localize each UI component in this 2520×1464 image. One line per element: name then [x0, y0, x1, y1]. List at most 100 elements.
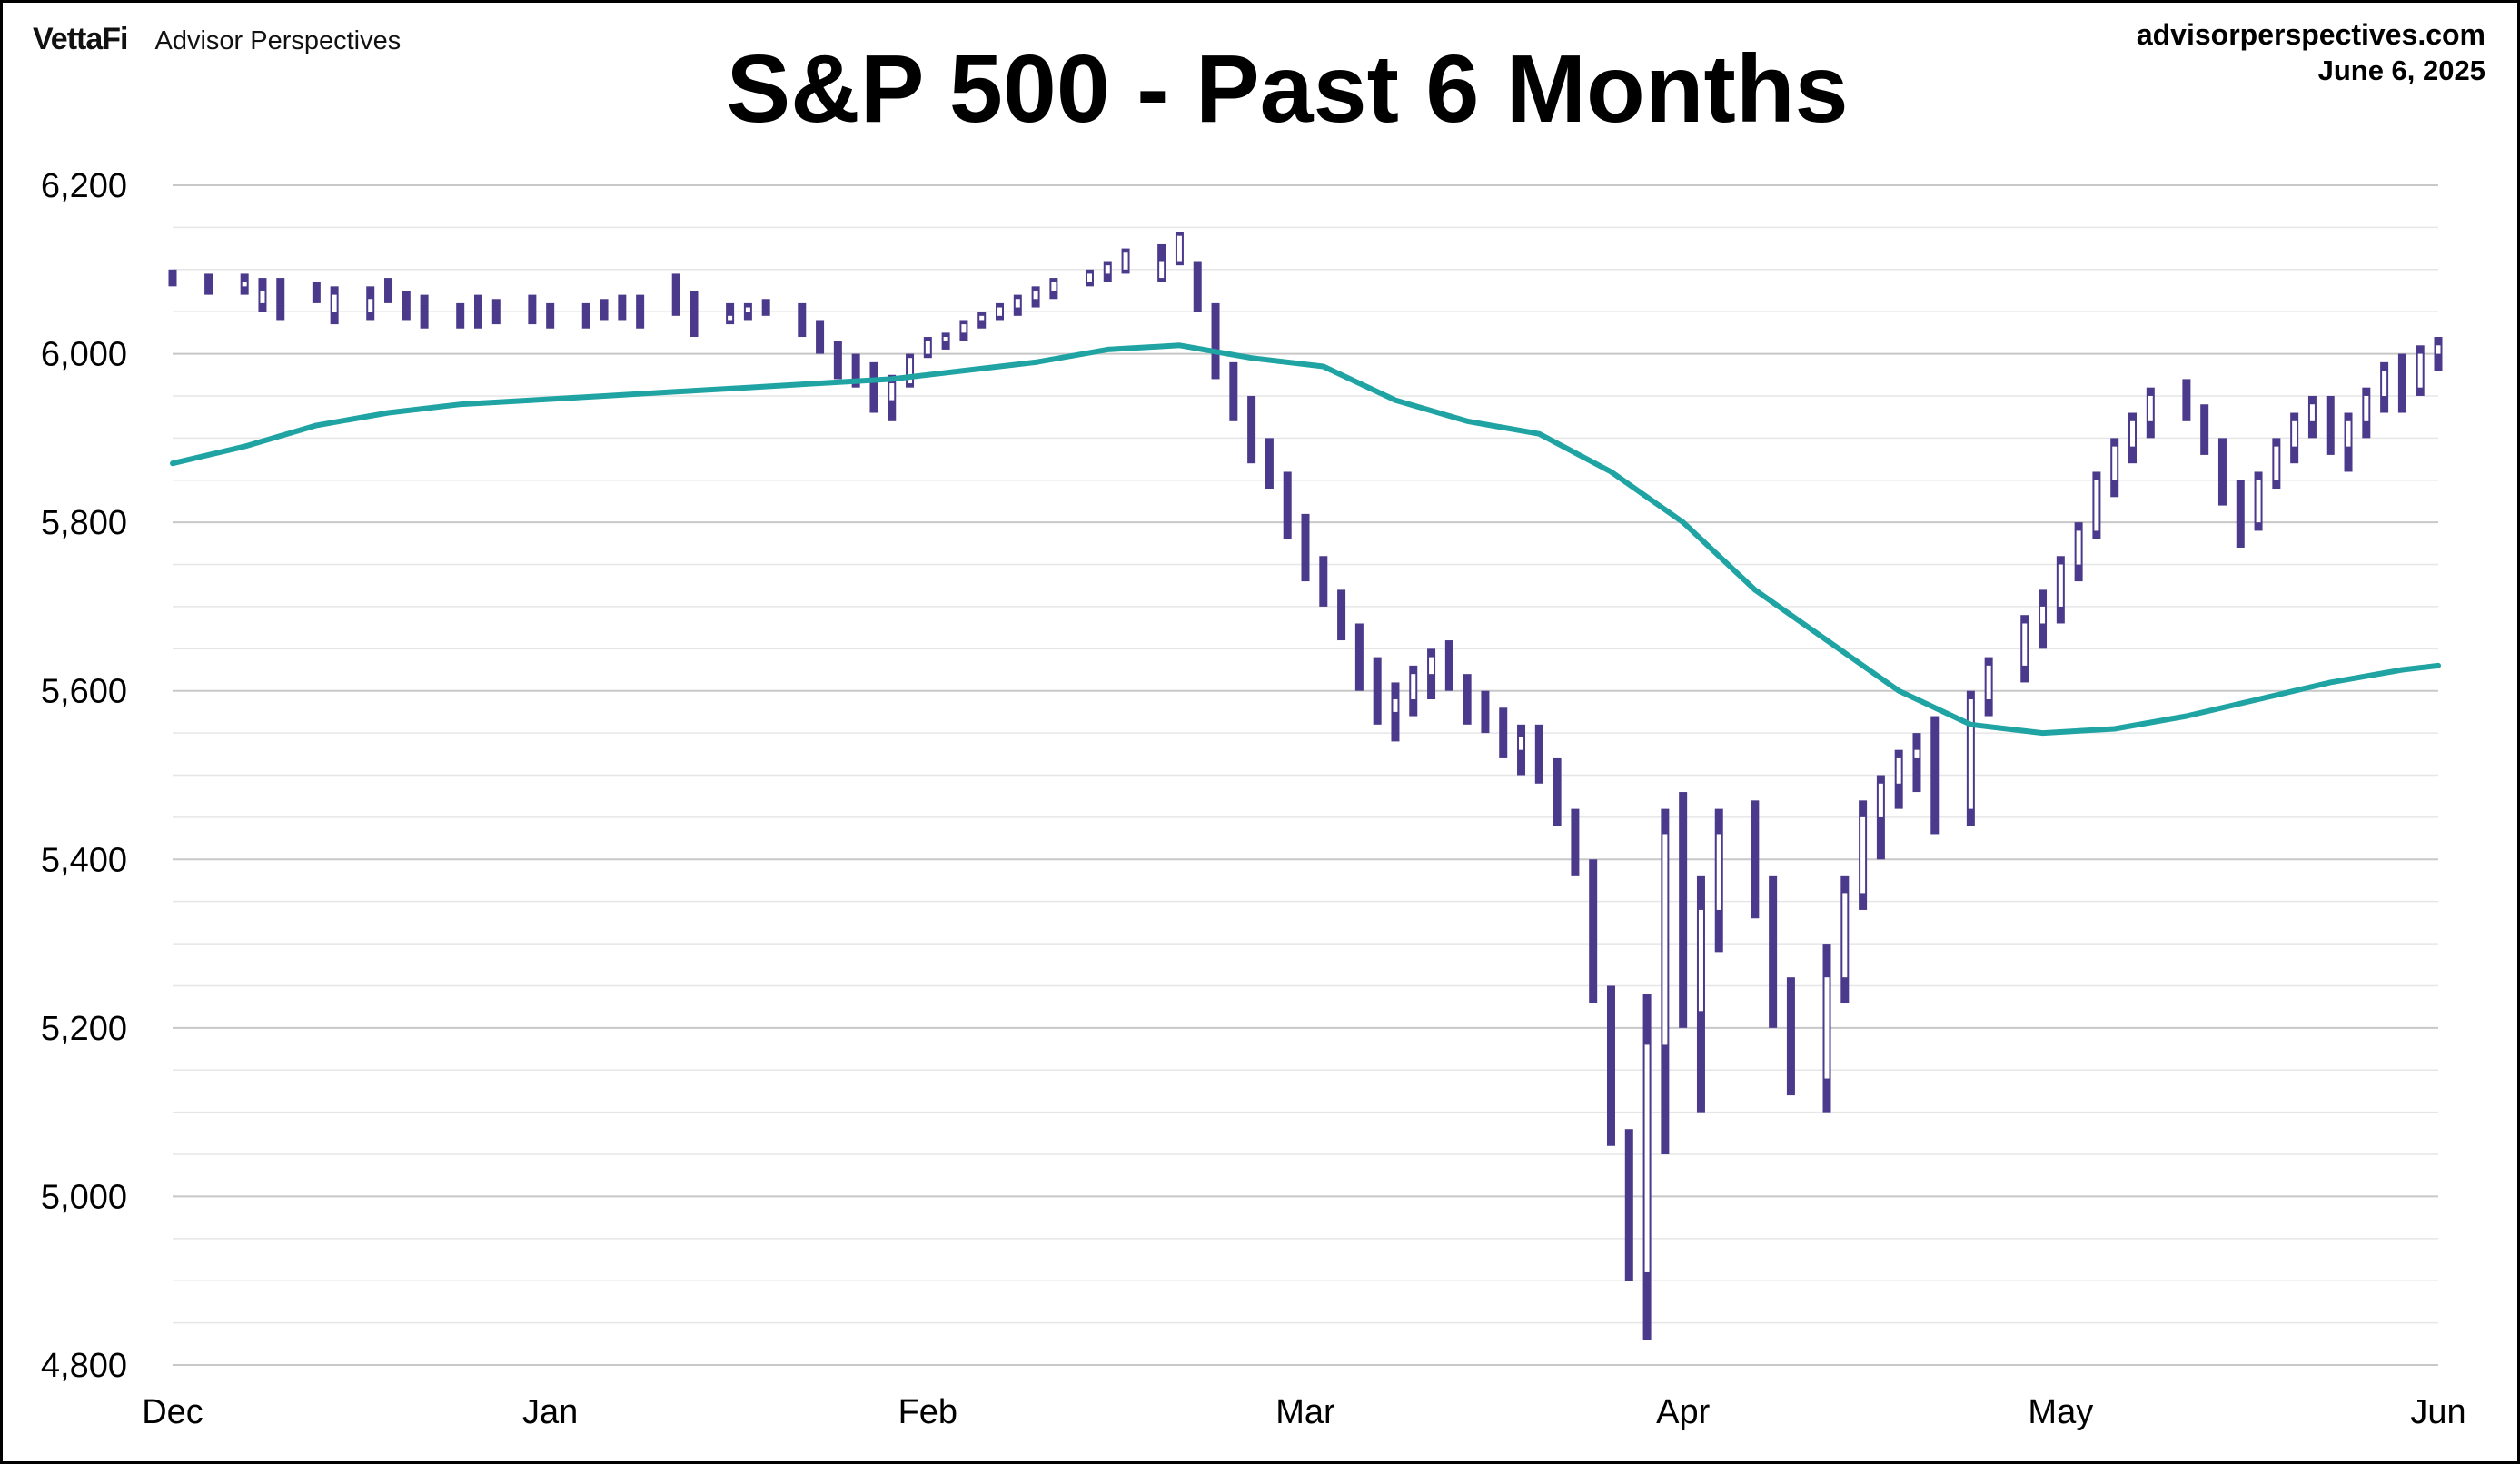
ohlc-bar — [977, 312, 987, 329]
up-body — [1051, 282, 1057, 291]
up-body — [2364, 395, 2369, 421]
up-body — [1015, 299, 1020, 308]
ohlc-bar — [473, 294, 482, 329]
price-range — [726, 302, 735, 325]
ohlc-bar — [1283, 471, 1292, 539]
price-range — [1769, 875, 1778, 1028]
price-range — [491, 299, 501, 325]
up-body — [908, 358, 913, 384]
ohlc-bar — [2128, 412, 2138, 464]
ohlc-bar — [456, 302, 465, 329]
up-body — [2076, 530, 2081, 565]
ohlc-bar — [2074, 522, 2083, 582]
price-range — [1499, 707, 1508, 758]
up-body — [1878, 783, 1883, 817]
price-range — [618, 294, 627, 321]
ohlc-bar — [402, 290, 411, 321]
ohlc-bar — [1517, 724, 1526, 776]
price-range — [1193, 261, 1202, 312]
source-block: advisorperspectives.com June 6, 2025 — [2137, 16, 2485, 89]
ohlc-bar — [1193, 261, 1202, 312]
x-tick-label: May — [2028, 1393, 2093, 1431]
x-tick-label: Jan — [522, 1393, 578, 1431]
price-range — [2182, 379, 2191, 421]
ohlc-bar — [851, 353, 860, 388]
x-tick-label: Jun — [2410, 1393, 2465, 1431]
price-range — [1606, 985, 1615, 1146]
ohlc-bar — [420, 294, 429, 329]
ohlc-bar — [726, 302, 735, 325]
ohlc-bar — [546, 302, 555, 329]
up-body — [368, 299, 373, 312]
up-body — [997, 307, 1003, 316]
ohlc-bar — [636, 294, 645, 329]
ohlc-bar — [1714, 808, 1723, 953]
up-body — [2346, 420, 2351, 447]
ohlc-bar — [1175, 232, 1184, 266]
ohlc-bar — [1085, 269, 1094, 287]
ohlc-bar — [2146, 387, 2155, 439]
price-range — [2397, 353, 2406, 413]
ohlc-bar — [1265, 438, 1274, 490]
price-range — [581, 302, 590, 329]
price-range — [1679, 792, 1688, 1028]
up-body — [2040, 606, 2046, 624]
up-body — [943, 337, 948, 341]
ohlc-bar — [1840, 875, 1850, 1004]
price-range — [1517, 724, 1526, 776]
price-range — [1930, 716, 1940, 835]
ohlc-bar — [1642, 994, 1652, 1340]
price-range — [473, 294, 482, 329]
ohlc-bar — [366, 286, 375, 321]
ohlc-bar — [2290, 412, 2299, 464]
ohlc-bar — [1876, 775, 1885, 860]
up-body — [1393, 698, 1398, 712]
price-range — [1751, 800, 1760, 919]
price-range — [1589, 859, 1598, 1004]
ohlc-bar — [869, 361, 878, 413]
up-body — [1986, 665, 1991, 699]
ohlc-bar — [2020, 615, 2029, 683]
up-body — [1644, 1044, 1650, 1272]
up-body — [1086, 273, 1092, 282]
ohlc-bar — [1661, 808, 1670, 1155]
price-range — [402, 290, 411, 321]
price-range — [204, 273, 213, 295]
y-tick-label: 6,000 — [41, 336, 127, 374]
ohlc-bar — [276, 278, 285, 321]
ohlc-bar — [1049, 278, 1058, 300]
ohlc-bar — [1553, 757, 1562, 826]
up-body — [1860, 816, 1866, 894]
price-range — [1283, 471, 1292, 539]
ohlc-bar — [1157, 243, 1166, 282]
source-url: advisorperspectives.com — [2136, 18, 2485, 51]
ohlc-bar — [1751, 800, 1760, 919]
up-body — [2292, 420, 2297, 447]
ohlc-bar — [1822, 944, 1831, 1113]
price-range — [1211, 302, 1220, 380]
up-body — [1429, 657, 1434, 675]
ohlc-bar — [330, 286, 339, 325]
moving-average — [170, 342, 2441, 737]
ohlc-bar — [384, 278, 393, 303]
price-range — [690, 290, 699, 338]
up-body — [1105, 265, 1110, 274]
x-tick-label: Mar — [1275, 1393, 1335, 1431]
up-body — [2058, 564, 2063, 607]
price-range — [1265, 438, 1274, 490]
up-body — [242, 282, 247, 287]
ohlc-bar — [888, 374, 897, 421]
ohlc-bar — [1786, 977, 1795, 1096]
up-body — [332, 294, 337, 312]
ohlc-bar — [2362, 387, 2371, 439]
y-tick-label: 5,000 — [41, 1178, 127, 1216]
up-body — [1914, 749, 1920, 758]
price-range — [1229, 361, 1238, 421]
up-body — [889, 383, 895, 401]
ohlc-bar — [2416, 345, 2425, 396]
up-body — [1159, 261, 1165, 279]
up-body — [1698, 909, 1703, 1012]
ohlc-bar — [2434, 337, 2443, 371]
price-range — [2200, 404, 2209, 455]
